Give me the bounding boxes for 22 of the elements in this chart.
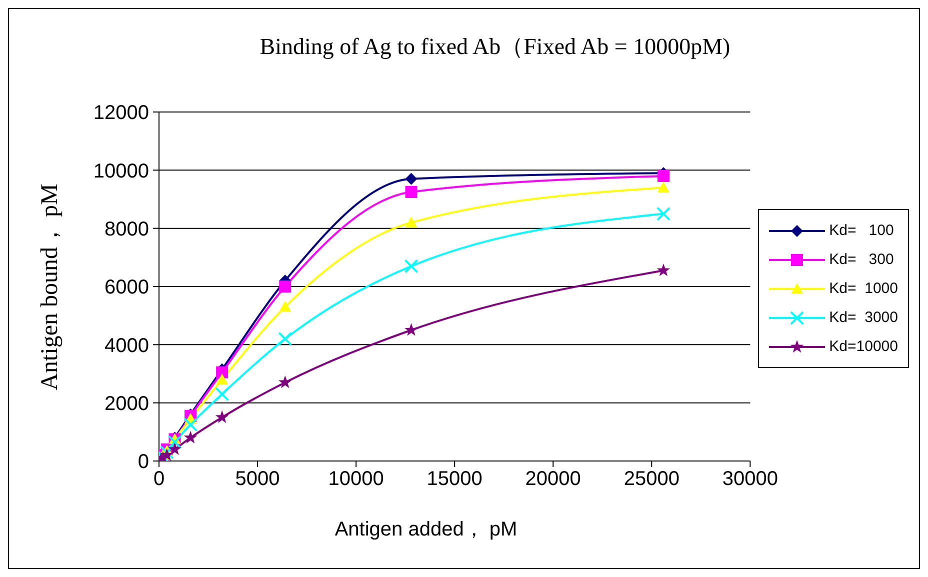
y-tick-label: 8000 xyxy=(104,218,149,240)
x-tick-label: 15000 xyxy=(426,468,482,490)
legend-label: Kd=10000 xyxy=(829,338,898,355)
x-tick-label: 20000 xyxy=(525,468,581,490)
y-tick-label: 4000 xyxy=(104,334,149,357)
y-tick-label: 6000 xyxy=(104,276,149,299)
y-tick-label: 2000 xyxy=(104,392,149,415)
legend-label: Kd= 1000 xyxy=(829,280,898,297)
y-tick-label: 0 xyxy=(138,451,149,474)
x-tick-label: 5000 xyxy=(235,468,280,490)
legend-label: Kd= 300 xyxy=(829,251,894,268)
y-tick-label: 12000 xyxy=(93,102,149,124)
legend-label: Kd= 100 xyxy=(829,222,894,239)
x-tick-label: 10000 xyxy=(328,468,384,490)
legend-label: Kd= 3000 xyxy=(829,309,898,326)
x-axis-title: Antigen added， pM xyxy=(334,518,518,542)
y-tick-label: 10000 xyxy=(93,160,149,182)
y-axis-title: Antigen bound， pM xyxy=(36,184,64,390)
x-tick-label: 0 xyxy=(153,468,165,490)
x-tick-label: 30000 xyxy=(722,468,778,490)
chart-title: Binding of Ag to fixed Ab（Fixed Ab = 10000pM) xyxy=(258,33,732,61)
x-tick-label: 25000 xyxy=(624,468,680,490)
